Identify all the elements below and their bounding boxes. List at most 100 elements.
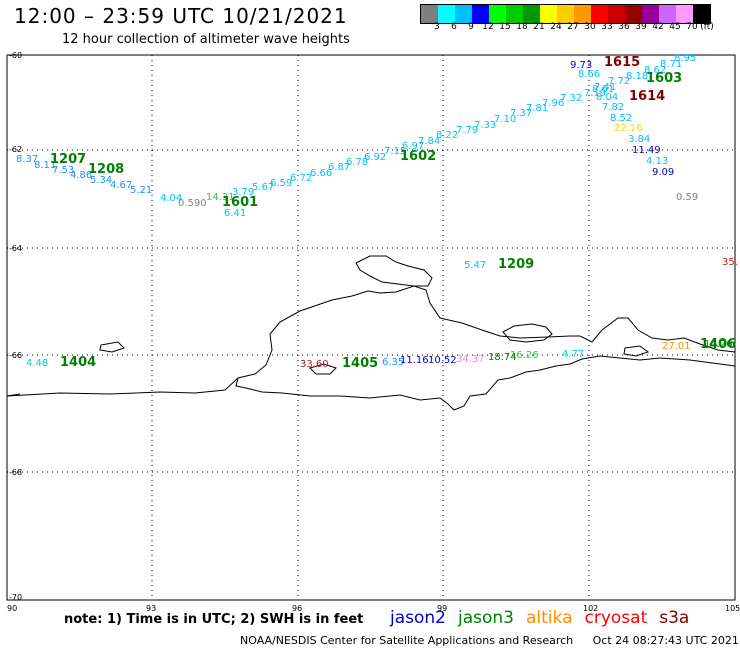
wave-height-reading: 7.33 <box>474 120 496 131</box>
wave-height-reading: 4.04 <box>160 193 182 204</box>
pass-time-label: 1601 <box>222 195 258 210</box>
latitude-label: -64 <box>9 244 22 253</box>
wave-height-reading: 6.87 <box>328 162 350 173</box>
wave-height-reading: 8.18 <box>626 71 648 82</box>
longitude-label: 96 <box>292 604 302 613</box>
wave-height-reading: 5.34 <box>90 175 112 186</box>
wave-height-reading: 6.41 <box>224 208 246 219</box>
longitude-label: 90 <box>7 604 17 613</box>
wave-height-reading: 6.97 <box>402 141 424 152</box>
wave-height-reading: 8.52 <box>610 113 632 124</box>
wave-height-reading: 4.86 <box>70 170 92 181</box>
colorbar-label: 9 <box>468 22 474 32</box>
map-frame <box>6 54 736 601</box>
colorbar-swatch <box>489 5 506 23</box>
longitude-label: 93 <box>146 604 156 613</box>
colorbar-label: 36 <box>618 22 630 32</box>
colorbar-swatch <box>659 5 676 23</box>
wave-height-reading: 14.31 <box>206 192 235 203</box>
wave-height-reading: 6.78 <box>346 157 368 168</box>
wave-height-reading: 8.95 <box>674 53 696 64</box>
latitude-label: -66 <box>9 351 22 360</box>
wave-height-reading: 8.22 <box>436 130 458 141</box>
wave-height-reading: 8.37 <box>16 154 38 165</box>
wave-height-reading: 7.10 <box>494 114 516 125</box>
wave-height-reading: 6.66 <box>310 168 332 179</box>
wave-height-reading: 7.53 <box>52 165 74 176</box>
colorbar-label: 27 <box>567 22 579 32</box>
wave-height-reading: 4.67 <box>110 180 132 191</box>
colorbar-label: 18 <box>516 22 528 32</box>
pass-time-label: 1615 <box>604 55 640 70</box>
wave-height-reading: 11.49 <box>632 145 661 156</box>
wave-height-reading: 8.11 <box>34 160 56 171</box>
wave-height-reading: 33.60 <box>300 359 329 370</box>
latitude-label: -60 <box>9 51 22 60</box>
wave-height-reading: 6.72 <box>290 173 312 184</box>
longitude-label: 99 <box>437 604 447 613</box>
footer: NOAA/NESDIS Center for Satellite Applica… <box>240 634 739 647</box>
colorbar-label: 6 <box>451 22 457 32</box>
wave-height-reading: 4.13 <box>646 156 668 167</box>
wave-height-reading: 5.21 <box>130 185 152 196</box>
colorbar-label: (ft) <box>700 22 714 32</box>
colorbar-swatch <box>438 5 455 23</box>
wave-height-reading: 35. <box>722 257 738 268</box>
colorbar-swatch <box>642 5 659 23</box>
wave-height-reading: 4.48 <box>26 358 48 369</box>
wave-height-reading: 7.41 <box>594 82 616 93</box>
wave-height-reading: 8.71 <box>660 59 682 70</box>
colorbar-swatch <box>421 5 438 23</box>
wave-height-reading: 27.01 <box>662 341 691 352</box>
latitude-label: -62 <box>9 145 22 154</box>
footer-org: NOAA/NESDIS Center for Satellite Applica… <box>240 634 574 647</box>
colorbar-swatch <box>557 5 574 23</box>
colorbar-swatch <box>574 5 591 23</box>
colorbar-swatch <box>506 5 523 23</box>
wave-height-reading: 3.84 <box>628 134 650 145</box>
units-note: note: 1) Time is in UTC; 2) SWH is in fe… <box>64 612 364 627</box>
legend-item-altika: altika <box>526 608 573 628</box>
wave-height-reading: 9.09 <box>652 167 674 178</box>
map-title: 12:00 – 23:59 UTC 10/21/2021 <box>14 4 348 28</box>
legend-item-cryosat: cryosat <box>584 608 648 628</box>
colorbar-label: 21 <box>533 22 545 32</box>
pass-time-label: 1208 <box>88 162 124 177</box>
wave-height-reading: 7.84 <box>418 136 440 147</box>
colorbar <box>420 4 711 24</box>
colorbar-label: 15 <box>499 22 511 32</box>
footer-date: Oct 24 08:27:43 UTC 2021 <box>592 634 739 647</box>
wave-height-reading: 8.62 <box>644 65 666 76</box>
wave-height-reading: 7.19 <box>584 88 606 99</box>
colorbar-label: 33 <box>601 22 613 32</box>
coastline <box>6 255 736 411</box>
colorbar-swatch <box>540 5 557 23</box>
wave-height-reading: 6.35 <box>382 357 404 368</box>
wave-height-reading: 6.92 <box>364 152 386 163</box>
wave-height-reading: 7.79 <box>456 125 478 136</box>
grid-lines <box>7 55 735 600</box>
legend-item-jason3: jason3 <box>458 608 514 628</box>
satellite-legend: jason2 jason3 altika cryosat s3a <box>390 608 701 628</box>
map-subtitle: 12 hour collection of altimeter wave hei… <box>62 32 350 47</box>
legend-item-s3a: s3a <box>659 608 690 628</box>
wave-height-reading: 5.67 <box>252 182 274 193</box>
legend-item-jason2: jason2 <box>390 608 446 628</box>
colorbar-label: 30 <box>584 22 596 32</box>
wave-height-reading: 7.96 <box>542 98 564 109</box>
pass-time-label: 1209 <box>498 257 534 272</box>
colorbar-label: 45 <box>669 22 681 32</box>
wave-height-reading: 22.16 <box>614 123 643 134</box>
colorbar-label: 42 <box>652 22 664 32</box>
wave-height-reading: 5.47 <box>464 260 486 271</box>
wave-height-reading: 6.59 <box>270 178 292 189</box>
wave-height-reading: 7.37 <box>510 108 532 119</box>
wave-height-reading: 0.590 <box>178 198 207 209</box>
colorbar-label: 39 <box>635 22 647 32</box>
colorbar-swatch <box>591 5 608 23</box>
wave-height-reading: 16.26 <box>510 350 539 361</box>
colorbar-swatch <box>608 5 625 23</box>
pass-time-label: 1614 <box>629 89 665 104</box>
pass-time-label: 1406 <box>700 337 736 352</box>
wave-height-reading: 4.77 <box>562 349 584 360</box>
